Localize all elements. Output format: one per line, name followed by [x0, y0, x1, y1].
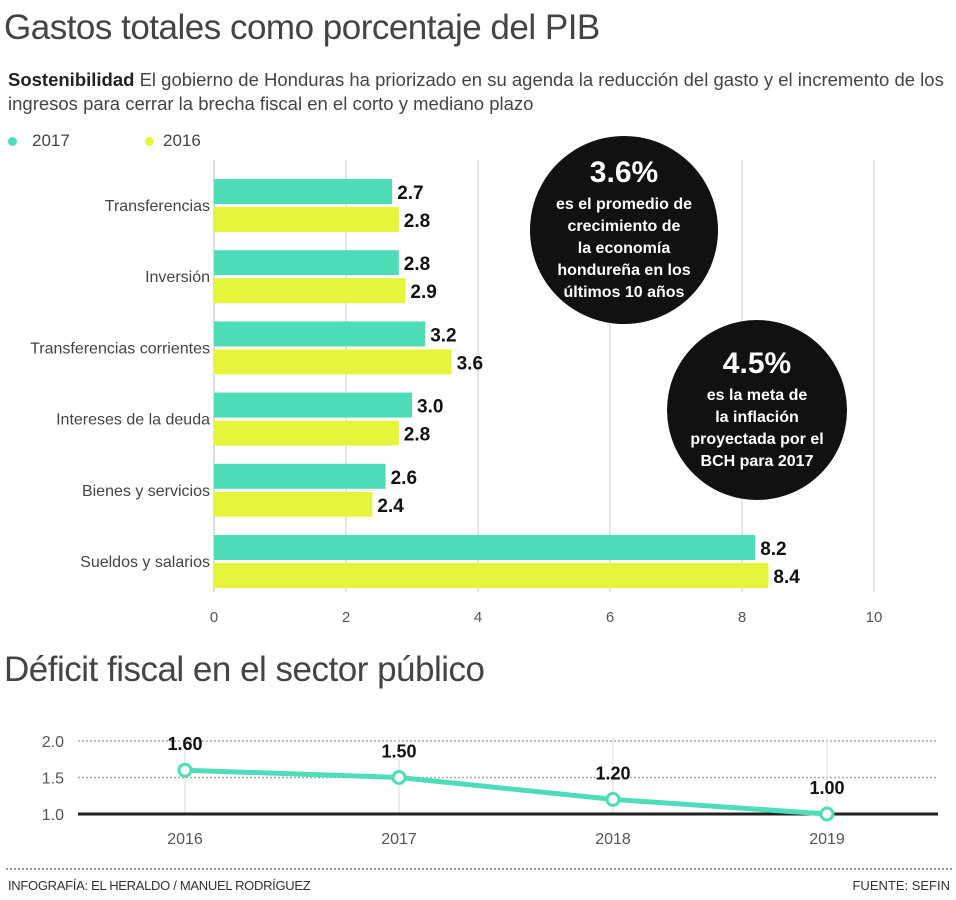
legend-swatch	[145, 136, 154, 146]
callout-line: proyectada por el	[690, 431, 824, 448]
callout-text: es el promedio de crecimiento de la econ…	[556, 194, 692, 304]
bar-value-label: 2.6	[391, 468, 417, 489]
line-chart: 2.0 1.5 1.0 2016 2017 2018 2019 1.60 1.50 1.20 1.0…	[42, 734, 938, 848]
subtitle-text: El gobierno de Honduras ha priorizado en…	[8, 69, 944, 114]
bar-2016	[214, 491, 373, 517]
bar-value-label: 3.0	[417, 397, 443, 418]
data-label: 1.20	[595, 763, 630, 783]
bar-2016	[214, 207, 399, 232]
x-tick-label: 0	[210, 609, 218, 626]
footer-source: FUENTE: SEFIN	[852, 878, 950, 893]
x-tick-label: 2019	[809, 831, 845, 848]
callout-growth: 3.6% es el promedio de crecimiento de la…	[530, 136, 718, 324]
x-tick-label: 2018	[595, 831, 631, 848]
callout-line: es la meta de	[706, 387, 808, 404]
chart-subtitle: Sostenibilidad El gobierno de Honduras h…	[8, 68, 953, 116]
category-label: Transferencias	[105, 198, 210, 215]
data-label: 1.00	[809, 778, 844, 798]
bar-2016	[214, 420, 399, 446]
bar-2017	[214, 179, 393, 204]
callout-line: la economía	[577, 240, 671, 257]
x-tick-label: 6	[606, 609, 614, 626]
y-tick-label: 1.0	[42, 807, 64, 824]
category-label: Intereses de la deuda	[56, 412, 210, 429]
bar-value-label: 2.4	[377, 496, 404, 517]
bar-value-label: 8.4	[773, 567, 800, 588]
x-tick-label: 2016	[167, 831, 203, 848]
y-tick-label: 1.5	[42, 771, 64, 788]
bar-value-label: 3.6	[457, 353, 483, 374]
callout-line: hondureña en los	[557, 262, 691, 279]
callout-line: BCH para 2017	[700, 453, 814, 470]
y-tick-label: 2.0	[42, 734, 64, 751]
legend-item-2016: 2016	[145, 131, 201, 151]
bar-2016	[214, 349, 452, 375]
category-label: Sueldos y salarios	[80, 554, 210, 571]
callout-value: 3.6%	[589, 156, 659, 189]
bar-value-label: 8.2	[760, 539, 786, 560]
data-label: 1.60	[167, 734, 202, 754]
line-chart-title: Déficit fiscal en el sector público	[4, 650, 485, 689]
footer-divider	[6, 868, 952, 870]
bar-2016	[214, 278, 406, 304]
bar-2016	[214, 563, 769, 588]
data-point	[177, 762, 193, 778]
bar-chart: 0 2 4 6 8 10 Transferencias 2.7 2.8 Inversión 2.8 2…	[30, 160, 883, 626]
data-point	[391, 770, 407, 785]
subtitle-bold: Sostenibilidad	[8, 69, 135, 90]
legend-label: 2016	[163, 131, 201, 150]
category-label: Transferencias corrientes	[30, 340, 210, 357]
bar-2017	[214, 250, 399, 276]
x-tick-label: 4	[474, 609, 482, 626]
x-tick-label: 8	[738, 609, 746, 626]
x-tick-label: 10	[866, 609, 883, 626]
data-label: 1.50	[381, 742, 416, 762]
data-line	[184, 767, 828, 817]
callout-value: 4.5%	[722, 347, 792, 380]
bar-2017	[214, 463, 386, 489]
bar-2017	[214, 392, 412, 418]
x-tick-label: 2	[342, 609, 350, 626]
bar-value-label: 3.2	[430, 325, 456, 346]
chart-title: Gastos totales como porcentaje del PIB	[4, 8, 600, 47]
bar-2017	[214, 321, 426, 347]
callout-inflation: 4.5% es la meta de la inflación proyecta…	[667, 320, 847, 500]
bar-2017	[214, 535, 756, 560]
footer-credit: INFOGRAFÍA: EL HERALDO / MANUEL RODRÍGUE…	[8, 878, 311, 893]
callout-line: es el promedio de	[555, 196, 693, 213]
legend-label: 2017	[32, 131, 70, 150]
callout-line: la inflación	[715, 409, 799, 426]
callout-text: es la meta de la inflación proyectada po…	[690, 385, 823, 473]
bar-value-label: 2.8	[404, 211, 430, 232]
callout-line: últimos 10 años	[563, 284, 685, 301]
x-tick-label: 2017	[381, 831, 417, 848]
callout-line: crecimiento de	[567, 218, 681, 235]
bar-value-label: 2.8	[404, 254, 430, 275]
bar-value-label: 2.8	[404, 425, 430, 446]
legend-item-2017: 2017	[8, 131, 70, 151]
bar-value-label: 2.7	[397, 183, 423, 204]
legend-swatch	[8, 136, 17, 146]
category-label: Inversión	[145, 269, 210, 286]
data-point	[605, 791, 621, 807]
category-label: Bienes y servicios	[82, 483, 210, 500]
data-point	[819, 806, 835, 822]
bar-value-label: 2.9	[410, 282, 436, 303]
